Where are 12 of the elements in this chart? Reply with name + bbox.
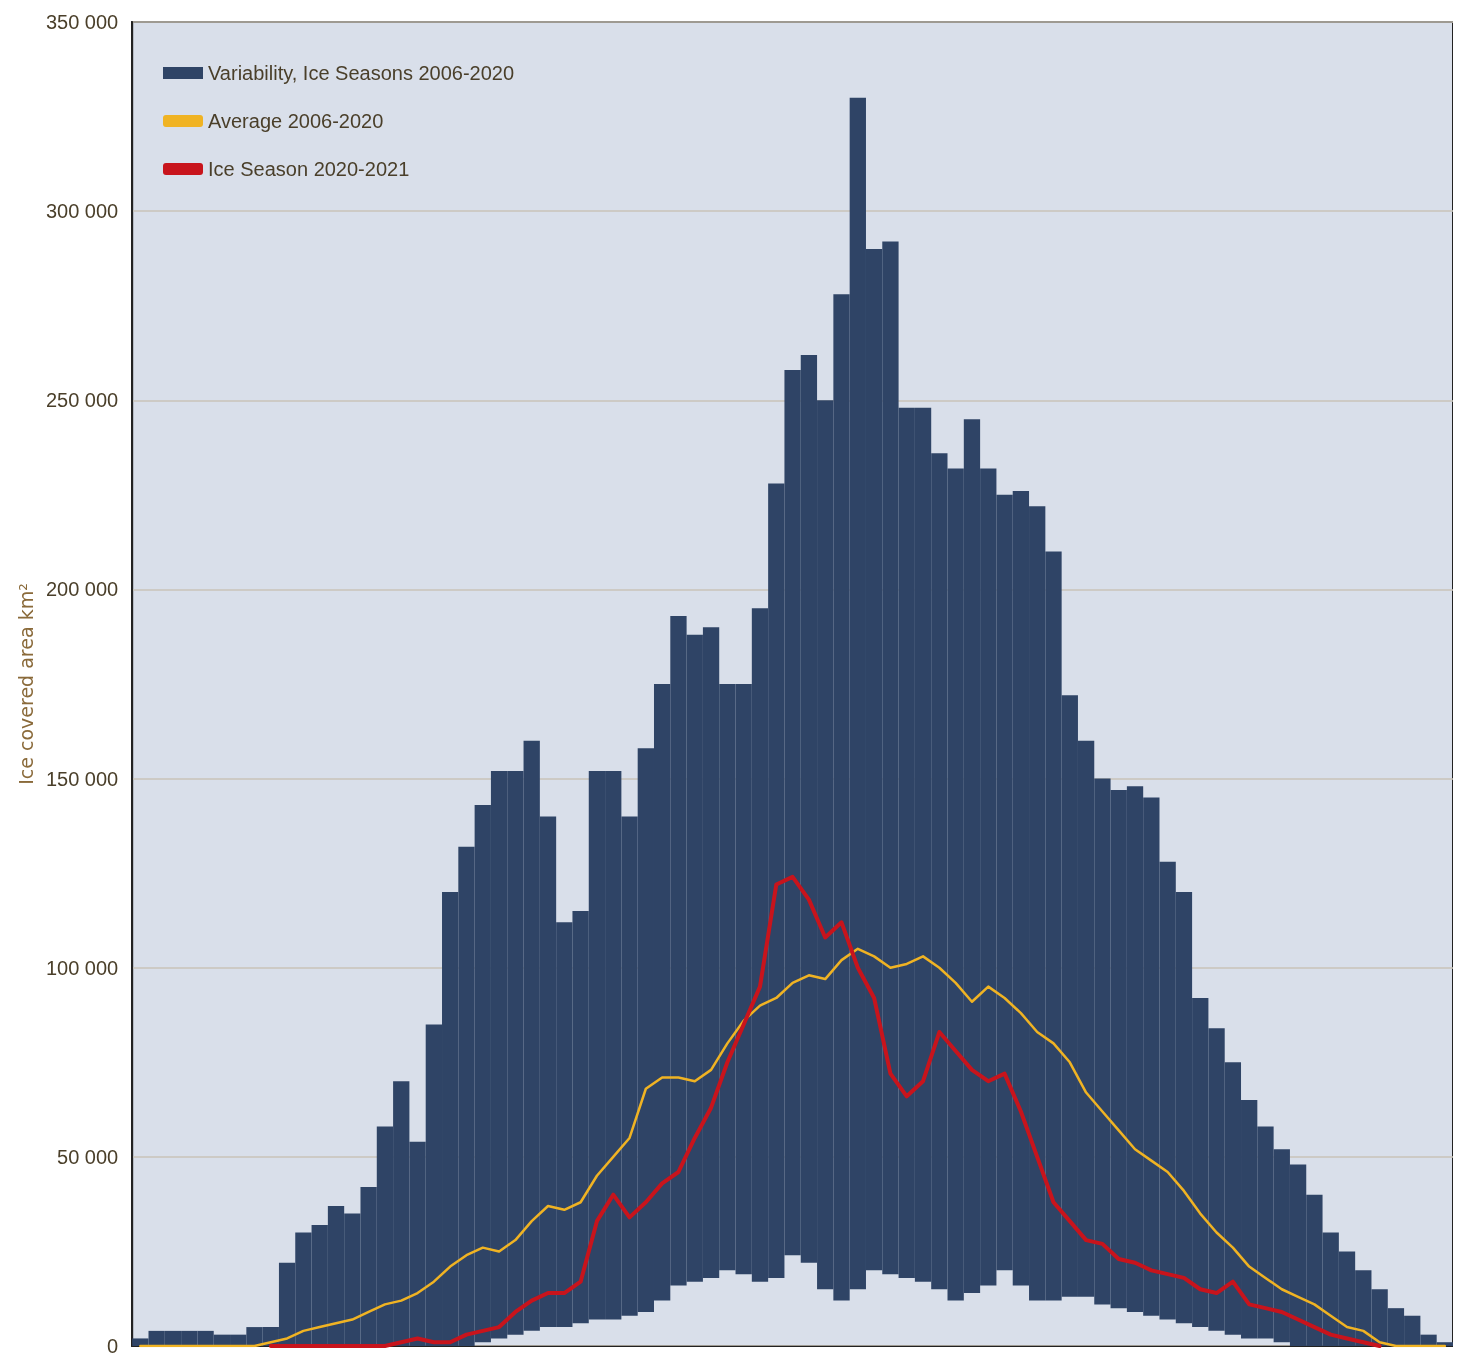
y-tick-label: 50 000 [57,1145,119,1168]
legend-label: Ice Season 2020-2021 [208,158,410,180]
legend-label: Variability, Ice Seasons 2006-2020 [208,62,515,84]
y-tick-label: 100 000 [45,956,119,979]
y-tick-label: 250 000 [45,389,119,412]
legend-label: Average 2006-2020 [208,110,384,132]
y-tick-label: 350 000 [45,11,119,33]
y-tick-label: 200 000 [45,578,119,601]
y-tick-label: 150 000 [45,767,119,790]
y-axis-title: Ice covered area km² [14,583,37,785]
y-tick-label: 0 [107,1335,119,1357]
y-tick-label: 300 000 [45,200,119,223]
